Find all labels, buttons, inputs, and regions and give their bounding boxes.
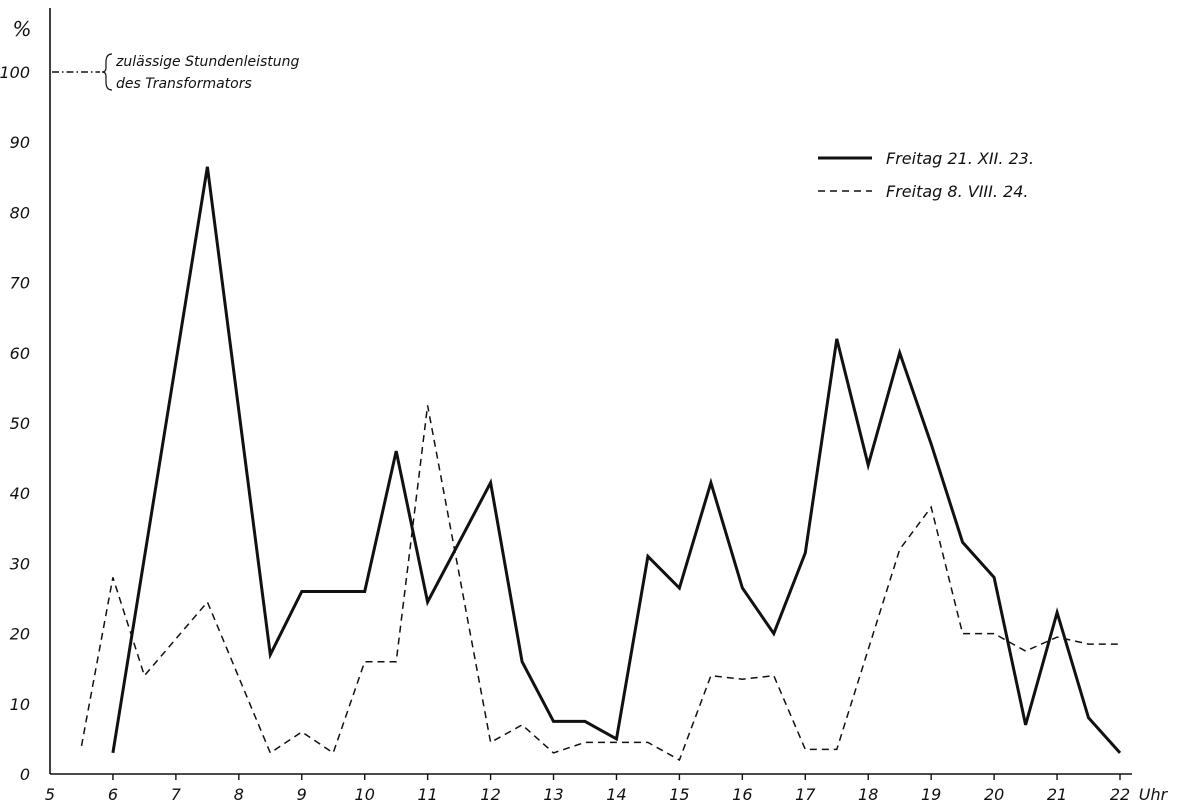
y-tick-label: 0 bbox=[20, 765, 30, 784]
x-tick-label: 13 bbox=[543, 785, 563, 804]
x-axis-unit-label: Uhr bbox=[1139, 785, 1169, 804]
legend-label: Freitag 8. VIII. 24. bbox=[886, 182, 1028, 201]
series-lines bbox=[80, 166, 1122, 762]
y-tick-label: 80 bbox=[10, 203, 30, 222]
y-tick-label: 20 bbox=[10, 625, 30, 644]
annotation-line-2: des Transformators bbox=[116, 76, 252, 92]
x-tick-label: 21 bbox=[1047, 785, 1067, 804]
x-tick-label: 19 bbox=[921, 785, 941, 804]
x-tick-label: 10 bbox=[355, 785, 375, 804]
x-tick-label: 17 bbox=[795, 785, 816, 804]
axes: % Uhr 0 10 20 30 40 50 60 70 80 90 100 5 6 7 8 9 10 11 12 13 1… bbox=[0, 8, 1169, 804]
y-tick-label: 40 bbox=[10, 484, 30, 503]
y-tick-label: 100 bbox=[0, 63, 30, 82]
x-tick-label: 16 bbox=[732, 785, 752, 804]
x-tick-label: 12 bbox=[480, 785, 500, 804]
annotation-brace bbox=[101, 53, 113, 91]
y-tick-label: 10 bbox=[10, 695, 30, 714]
y-tick-label: 30 bbox=[10, 554, 30, 573]
x-tick-label: 5 bbox=[45, 785, 55, 804]
y-tick-label: 90 bbox=[10, 133, 30, 152]
x-tick-label: 11 bbox=[417, 785, 437, 804]
y-tick-label: 70 bbox=[10, 274, 30, 293]
series-line-solid bbox=[111, 166, 1122, 754]
x-tick-label: 22 bbox=[1110, 785, 1130, 804]
x-tick-label: 7 bbox=[171, 785, 182, 804]
x-tick-label: 18 bbox=[858, 785, 878, 804]
legend: Freitag 21. XII. 23. Freitag 8. VIII. 24. bbox=[818, 149, 1034, 201]
annotation-line-1: zulässige Stundenleistung bbox=[115, 54, 300, 70]
x-tick-label: 6 bbox=[108, 785, 118, 804]
x-tick-label: 20 bbox=[984, 785, 1004, 804]
capacity-annotation: zulässige Stundenleistung des Transformat… bbox=[52, 53, 300, 92]
y-axis-unit-label: % bbox=[12, 17, 31, 41]
y-tick-label: 60 bbox=[10, 344, 30, 363]
series-line-dashed bbox=[80, 405, 1120, 762]
x-tick-label: 8 bbox=[234, 785, 244, 804]
x-tick-label: 9 bbox=[297, 785, 307, 804]
legend-label: Freitag 21. XII. 23. bbox=[886, 149, 1034, 168]
x-tick-label: 15 bbox=[669, 785, 689, 804]
y-tick-label: 50 bbox=[10, 414, 30, 433]
x-tick-label: 14 bbox=[606, 785, 626, 804]
